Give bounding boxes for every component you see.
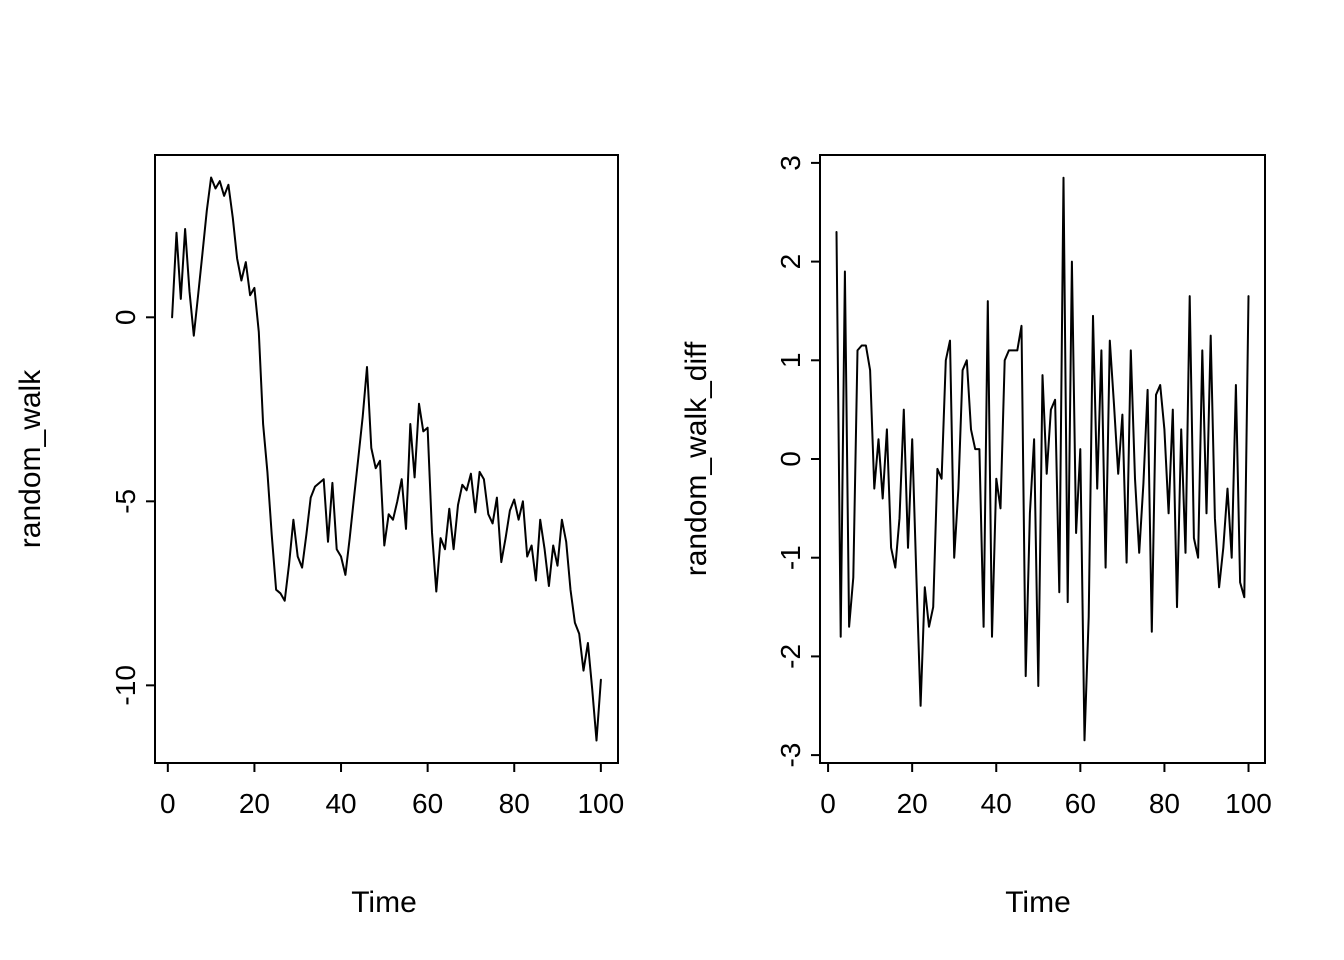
random-walk-diff-plot: 0 20 40 60 80 100 3 2 1 0 -1 -2 -3 bbox=[775, 154, 1272, 819]
y-tick-label: 0 bbox=[110, 310, 141, 326]
y-tick-label: -3 bbox=[775, 743, 806, 768]
left-y-axis-title: random_walk bbox=[14, 369, 47, 548]
y-tick-label: -2 bbox=[775, 644, 806, 669]
x-tick-label: 0 bbox=[160, 788, 176, 819]
plot-frame bbox=[154, 154, 619, 764]
x-tick-label: 20 bbox=[239, 788, 270, 819]
random-walk-plot: 0 20 40 60 80 100 0 -5 -10 bbox=[110, 154, 624, 819]
x-tick-label: 60 bbox=[412, 788, 443, 819]
series-line bbox=[835, 176, 1250, 742]
right-y-axis-title: random_walk_diff bbox=[680, 341, 713, 576]
x-tick-label: 40 bbox=[325, 788, 356, 819]
x-tick-label: 100 bbox=[1225, 788, 1272, 819]
right-x-axis-title: Time bbox=[1005, 886, 1071, 919]
x-tick-label: 80 bbox=[1149, 788, 1180, 819]
y-tick-label: 0 bbox=[775, 451, 806, 467]
y-tick-label: -10 bbox=[110, 665, 141, 705]
y-tick-label: 1 bbox=[775, 353, 806, 369]
x-tick-label: 80 bbox=[499, 788, 530, 819]
plot-frame bbox=[819, 154, 1266, 764]
y-tick-label: 3 bbox=[775, 155, 806, 171]
x-tick-label: 40 bbox=[981, 788, 1012, 819]
series-line bbox=[171, 176, 602, 742]
x-tick-label: 20 bbox=[897, 788, 928, 819]
left-x-axis-title: Time bbox=[351, 886, 417, 919]
y-tick-label: -1 bbox=[775, 545, 806, 570]
y-tick-label: 2 bbox=[775, 254, 806, 270]
x-tick-label: 100 bbox=[577, 788, 624, 819]
y-tick-label: -5 bbox=[110, 489, 141, 514]
x-tick-label: 0 bbox=[820, 788, 836, 819]
x-tick-label: 60 bbox=[1065, 788, 1096, 819]
